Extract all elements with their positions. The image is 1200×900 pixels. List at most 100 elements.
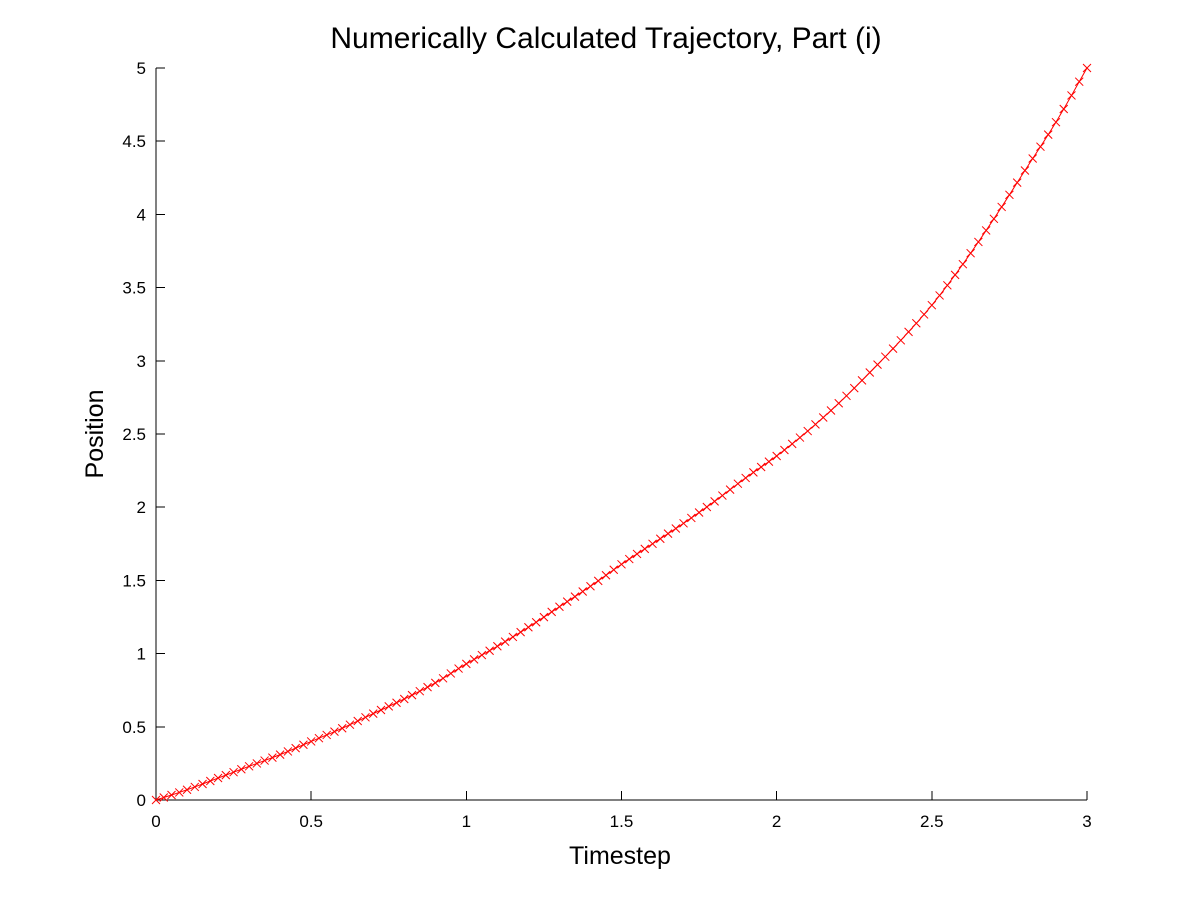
series-line (155, 67, 1088, 801)
data-point-marker (361, 712, 370, 722)
data-point-marker (989, 214, 999, 224)
data-point-marker (686, 513, 696, 523)
data-point-marker (198, 779, 207, 789)
data-point-marker (392, 698, 401, 708)
data-point-marker (454, 664, 463, 673)
data-point-marker (384, 702, 394, 711)
data-point-marker (485, 646, 494, 656)
x-tick-label: 0.5 (299, 812, 323, 831)
data-point-marker (477, 650, 487, 660)
data-point-marker (718, 491, 727, 500)
data-point-marker (857, 376, 867, 385)
data-point-marker (1012, 178, 1022, 187)
data-point-marker (159, 793, 169, 802)
data-point-marker (291, 743, 301, 753)
data-point-marker (764, 457, 774, 466)
chart-title: Numerically Calculated Trajectory, Part … (330, 22, 881, 55)
data-point-marker (935, 291, 944, 300)
data-point-marker (555, 602, 564, 612)
data-point-marker (601, 570, 611, 580)
x-tick-label: 2.5 (920, 812, 944, 831)
data-point-marker (865, 368, 875, 377)
data-point-marker (283, 747, 293, 756)
data-point-marker (663, 529, 673, 538)
data-point-marker (702, 502, 712, 512)
y-tick-label: 2 (137, 498, 146, 517)
data-point-marker (1043, 130, 1053, 140)
data-point-marker (1074, 77, 1084, 87)
data-point-marker (795, 433, 805, 442)
data-point-marker (873, 360, 882, 369)
data-point-marker (880, 352, 890, 362)
data-point-marker (399, 694, 409, 704)
data-point-marker (780, 445, 789, 455)
data-point-marker (811, 420, 820, 429)
data-point-marker (919, 310, 929, 319)
data-point-marker (733, 479, 743, 489)
data-point-marker (330, 727, 339, 737)
plot-area (151, 63, 1092, 805)
data-point-marker (469, 655, 479, 664)
y-tick-label: 0.5 (122, 718, 146, 737)
data-point-marker (516, 627, 525, 637)
data-point-marker (322, 730, 332, 740)
data-point-marker (842, 391, 851, 401)
data-point-marker (562, 597, 572, 607)
data-point-marker (694, 508, 704, 517)
y-tick-label: 3.5 (122, 279, 146, 298)
data-point-marker (1051, 117, 1061, 127)
data-point-marker (942, 280, 952, 290)
y-tick-label: 1 (137, 645, 146, 664)
data-point-marker (966, 248, 975, 258)
data-point-marker (407, 690, 417, 700)
data-point-marker (617, 559, 626, 569)
data-point-marker (655, 534, 665, 544)
data-point-marker (299, 740, 308, 750)
data-point-marker (500, 637, 510, 647)
data-point-marker (974, 237, 983, 247)
data-point-marker (244, 761, 254, 771)
data-point-marker (221, 770, 231, 780)
data-point-marker (446, 669, 456, 678)
data-point-marker (911, 318, 921, 328)
data-point-marker (524, 622, 533, 632)
data-point-marker (803, 426, 813, 436)
data-point-marker (236, 764, 246, 774)
data-point-marker (586, 581, 595, 591)
data-point-marker (174, 788, 184, 797)
y-tick-label: 4 (137, 205, 146, 224)
data-point-marker (725, 485, 735, 494)
data-point-marker (1005, 190, 1014, 200)
data-point-marker (904, 327, 913, 337)
data-point-marker (609, 565, 619, 575)
data-point-marker (430, 678, 440, 688)
data-point-marker (167, 790, 176, 800)
data-point-marker (749, 468, 758, 477)
data-point-marker (415, 686, 425, 696)
data-point-marker (314, 733, 324, 743)
data-point-marker (772, 451, 782, 461)
data-point-marker (1020, 166, 1030, 175)
data-point-marker (981, 226, 991, 235)
data-point-marker (376, 705, 386, 715)
data-point-marker (151, 795, 161, 805)
data-point-marker (578, 587, 588, 596)
x-tick-label: 1.5 (610, 812, 634, 831)
data-point-marker (787, 439, 797, 449)
x-tick-label: 0 (151, 812, 160, 831)
x-tick-label: 1 (462, 812, 471, 831)
data-point-marker (353, 716, 363, 726)
data-point-marker (182, 785, 192, 795)
y-tick-label: 3 (137, 352, 146, 371)
data-point-marker (229, 767, 238, 777)
data-point-marker (648, 539, 657, 549)
data-point-marker (306, 737, 316, 746)
data-point-marker (896, 335, 906, 345)
y-tick-label: 5 (137, 59, 146, 78)
data-point-marker (268, 753, 277, 763)
data-point-marker (741, 473, 750, 483)
data-point-marker (423, 682, 432, 692)
data-point-marker (632, 549, 642, 559)
